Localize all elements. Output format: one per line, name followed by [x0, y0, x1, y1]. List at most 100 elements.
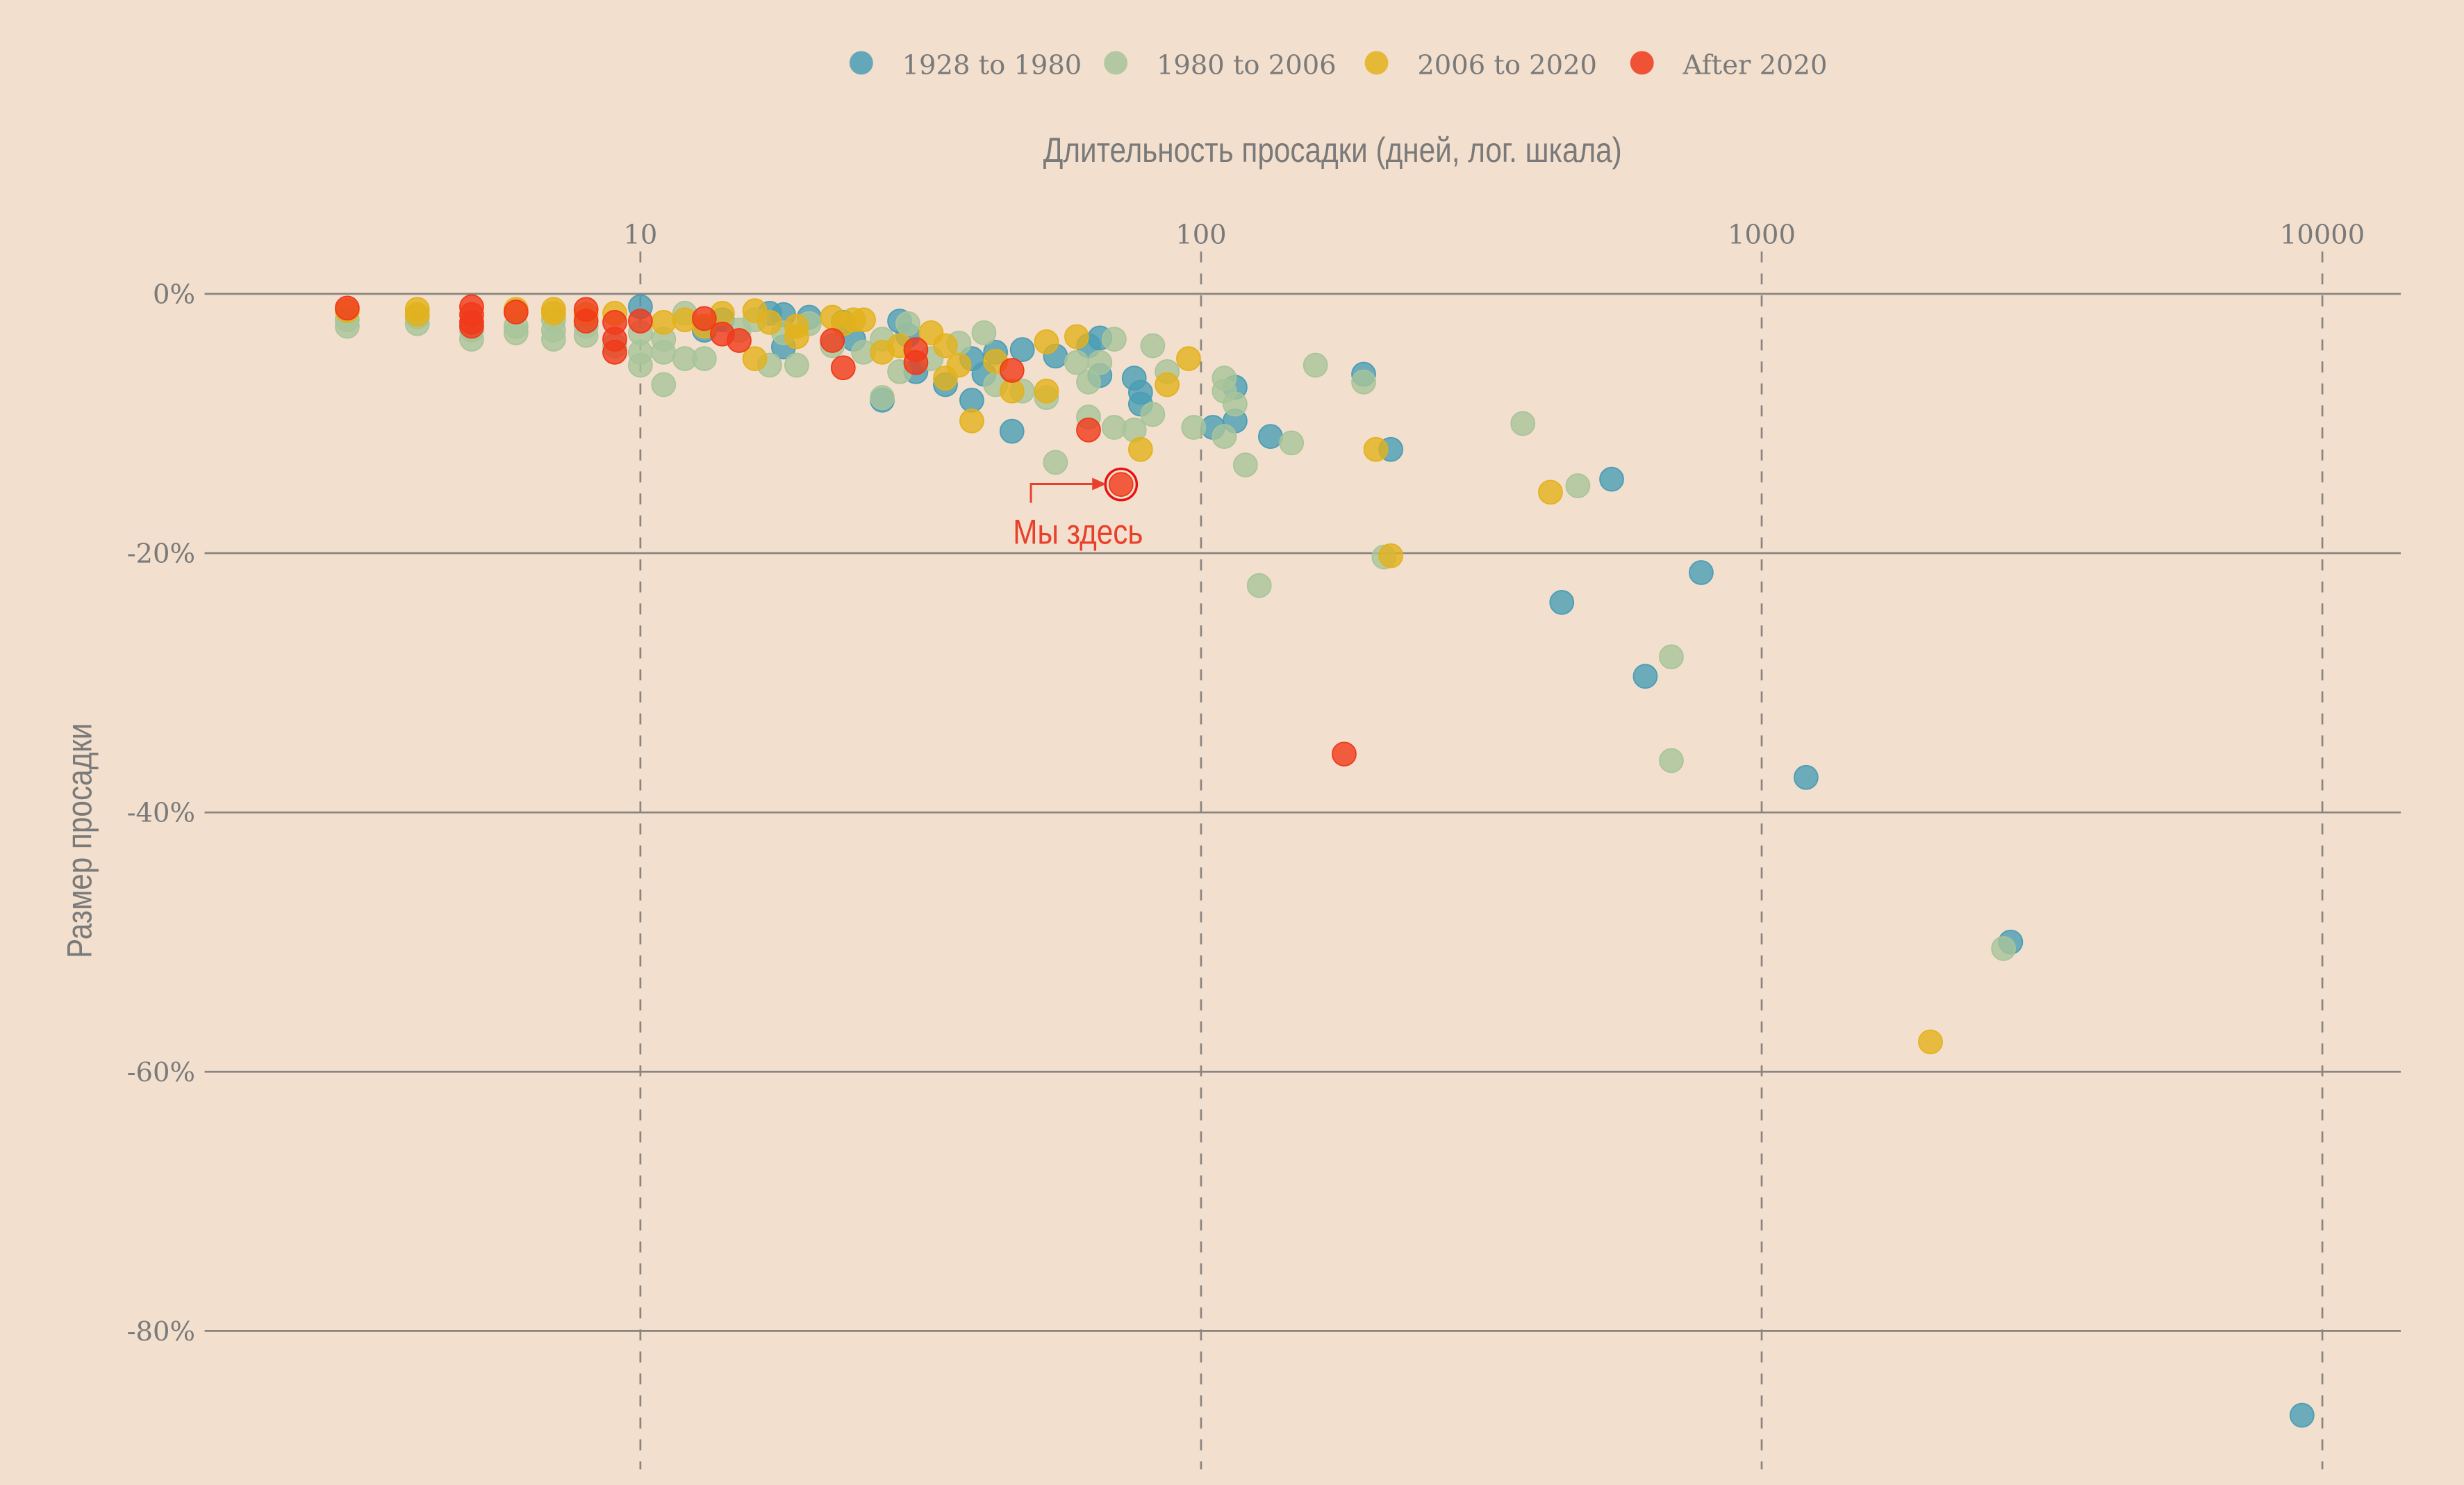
y-tick-label: -40%: [127, 798, 195, 829]
x-tick-label: 10: [623, 220, 657, 251]
annotation-label: Мы здесь: [1013, 512, 1143, 551]
y-tick-label: -20%: [127, 539, 195, 570]
data-point: [1155, 372, 1180, 397]
data-point: [1303, 352, 1328, 378]
x-tick-label: 1000: [1728, 220, 1796, 251]
data-point: [1102, 327, 1127, 352]
data-point: [1140, 333, 1166, 359]
data-point: [999, 358, 1025, 383]
data-point: [742, 346, 768, 372]
data-point: [870, 385, 895, 410]
data-point: [820, 328, 845, 353]
data-point: [1599, 466, 1624, 492]
data-point: [999, 378, 1025, 404]
data-point: [651, 372, 677, 397]
data-point: [946, 352, 972, 378]
data-point: [1108, 472, 1134, 497]
data-point: [1043, 450, 1068, 475]
data-point: [1538, 479, 1563, 505]
data-point: [1378, 543, 1403, 568]
data-point: [1181, 415, 1207, 440]
data-point: [1510, 411, 1536, 436]
data-point: [335, 295, 360, 321]
data-point: [573, 309, 599, 334]
data-point: [628, 352, 653, 378]
data-point: [971, 320, 997, 345]
legend-marker: [1630, 51, 1654, 75]
data-point: [1223, 391, 1248, 417]
data-point: [959, 387, 984, 413]
data-point: [757, 310, 782, 335]
data-point: [651, 310, 677, 335]
data-point: [1232, 452, 1258, 478]
data-point: [404, 302, 430, 327]
data-point: [1176, 346, 1201, 372]
data-point: [1127, 436, 1153, 462]
data-point: [784, 352, 809, 378]
annotation-arrow-line: [1030, 483, 1095, 503]
data-point: [1212, 366, 1237, 391]
x-tick-label: 10000: [2280, 220, 2365, 251]
data-point: [895, 311, 920, 336]
legend-marker: [1104, 51, 1128, 75]
data-point: [602, 339, 627, 365]
data-point: [1064, 324, 1089, 350]
data-point: [999, 418, 1025, 444]
data-point: [1363, 436, 1389, 462]
legend-marker: [849, 51, 873, 75]
legend-label: 1980 to 2006: [1157, 49, 1337, 81]
data-point: [1794, 764, 1819, 790]
data-point: [1549, 590, 1575, 615]
legend-label: After 2020: [1682, 49, 1828, 81]
data-point: [1076, 369, 1101, 395]
data-point: [1258, 424, 1283, 449]
data-point: [959, 408, 984, 434]
annotation-we-are-here: Мы здесь: [1013, 477, 1143, 551]
legend-label: 1928 to 1980: [902, 49, 1082, 81]
data-point: [1087, 350, 1113, 375]
y-tick-label: -80%: [127, 1316, 195, 1347]
annotation-arrow-head: [1092, 477, 1107, 491]
legend-marker: [1364, 51, 1389, 75]
y-tick-label: 0%: [153, 279, 195, 310]
data-point: [691, 346, 717, 372]
data-point: [1689, 560, 1714, 585]
data-point: [1246, 573, 1272, 598]
data-point: [727, 328, 752, 353]
y-tick-label: -60%: [127, 1057, 195, 1088]
data-point: [1632, 664, 1658, 689]
data-point: [903, 350, 929, 375]
data-point: [784, 324, 809, 350]
data-point: [1009, 337, 1035, 362]
data-point: [2289, 1402, 2315, 1428]
x-axis-title: Длительность просадки (дней, лог. шкала): [1043, 131, 1622, 170]
data-point: [1659, 644, 1684, 670]
data-point: [1076, 417, 1101, 443]
data-point: [1351, 369, 1376, 395]
y-axis-title: Размер просадки: [60, 723, 99, 958]
data-point: [459, 313, 484, 339]
data-point: [503, 300, 529, 325]
data-point: [1212, 424, 1237, 449]
legend-label: 2006 to 2020: [1417, 49, 1597, 81]
data-point: [1918, 1029, 1943, 1055]
data-point: [540, 300, 566, 326]
data-point: [628, 309, 653, 334]
data-point: [1034, 378, 1059, 404]
data-point: [1034, 329, 1059, 354]
data-point: [1140, 402, 1166, 427]
data-point: [933, 333, 958, 359]
data-point: [1991, 936, 2017, 961]
data-point: [830, 355, 856, 381]
data-point: [1659, 748, 1684, 773]
data-point: [691, 306, 717, 331]
data-point: [851, 307, 876, 333]
data-point: [1127, 379, 1153, 405]
data-point: [1279, 430, 1305, 456]
data-point: [1332, 741, 1357, 767]
data-point: [1565, 473, 1591, 498]
x-tick-label: 100: [1175, 220, 1226, 251]
legend: 1928 to 1980 1980 to 2006 2006 to 2020 Afte…: [849, 49, 1828, 81]
